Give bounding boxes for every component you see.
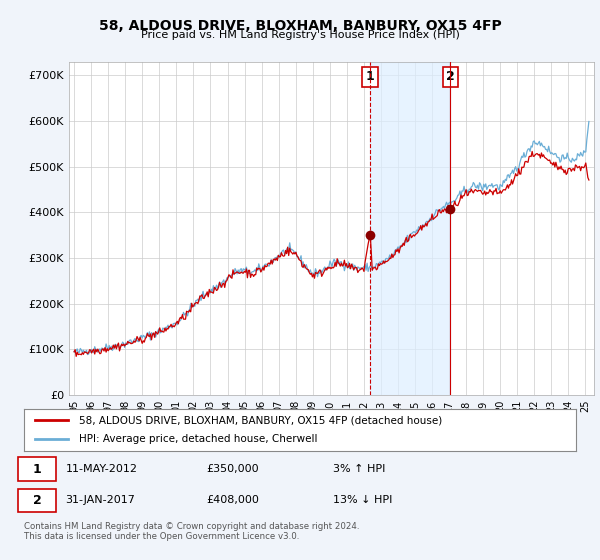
- FancyBboxPatch shape: [19, 457, 56, 481]
- Text: 2: 2: [446, 70, 455, 83]
- Text: 58, ALDOUS DRIVE, BLOXHAM, BANBURY, OX15 4FP (detached house): 58, ALDOUS DRIVE, BLOXHAM, BANBURY, OX15…: [79, 415, 442, 425]
- Text: £350,000: £350,000: [206, 464, 259, 474]
- Text: 1: 1: [366, 70, 374, 83]
- Text: 13% ↓ HPI: 13% ↓ HPI: [333, 496, 392, 506]
- Text: HPI: Average price, detached house, Cherwell: HPI: Average price, detached house, Cher…: [79, 435, 318, 445]
- Text: 2: 2: [33, 494, 41, 507]
- Text: Contains HM Land Registry data © Crown copyright and database right 2024.
This d: Contains HM Land Registry data © Crown c…: [24, 522, 359, 542]
- Bar: [370, 62, 451, 395]
- Text: 31-JAN-2017: 31-JAN-2017: [65, 496, 135, 506]
- Text: Price paid vs. HM Land Registry's House Price Index (HPI): Price paid vs. HM Land Registry's House …: [140, 30, 460, 40]
- Text: 58, ALDOUS DRIVE, BLOXHAM, BANBURY, OX15 4FP: 58, ALDOUS DRIVE, BLOXHAM, BANBURY, OX15…: [98, 19, 502, 33]
- Text: 1: 1: [33, 463, 41, 475]
- Text: 11-MAY-2012: 11-MAY-2012: [65, 464, 137, 474]
- Text: 3% ↑ HPI: 3% ↑ HPI: [333, 464, 385, 474]
- Text: £408,000: £408,000: [206, 496, 259, 506]
- FancyBboxPatch shape: [19, 488, 56, 512]
